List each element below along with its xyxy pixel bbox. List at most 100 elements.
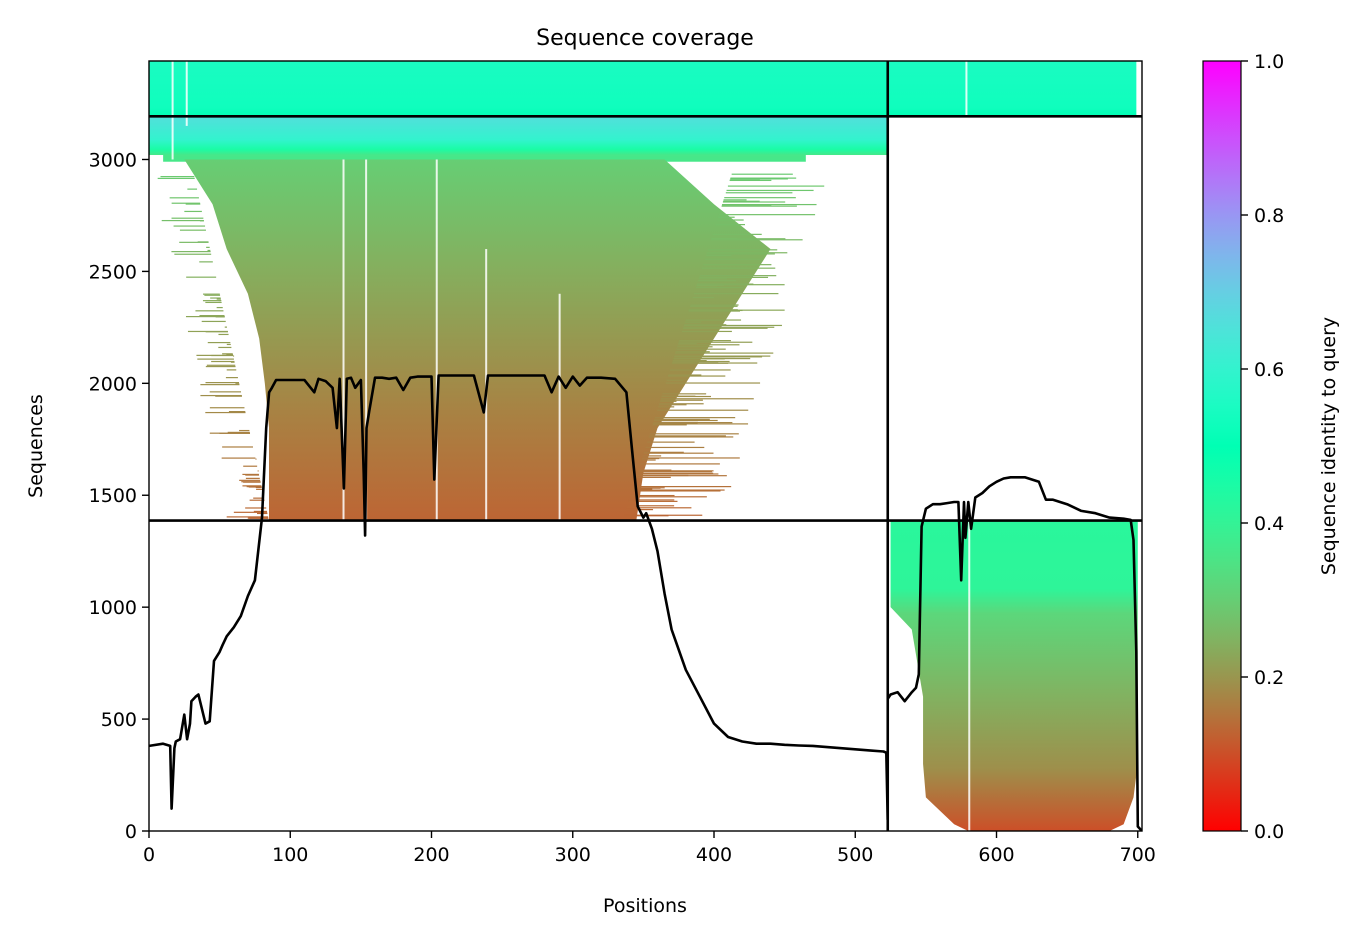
y-tick-label: 2500 — [89, 261, 137, 283]
row-streak — [653, 422, 698, 425]
block-orange-core — [269, 159, 637, 521]
row-streak — [677, 344, 740, 346]
row-streak — [235, 383, 240, 385]
row-streak — [637, 470, 713, 473]
row-streak — [672, 360, 707, 362]
row-streak — [683, 327, 768, 329]
row-streak — [727, 185, 825, 187]
chart-title: Sequence coverage — [536, 26, 754, 51]
row-streak — [227, 431, 250, 433]
colorbar-gradient — [1202, 60, 1242, 832]
row-streak — [226, 353, 233, 356]
row-streak — [658, 406, 675, 408]
block-transition-tail — [163, 155, 806, 162]
row-streak — [246, 486, 262, 488]
row-streak — [723, 200, 760, 202]
row-streak — [683, 327, 721, 329]
gap-column — [185, 61, 188, 126]
row-streak — [218, 333, 229, 336]
row-streak — [704, 258, 761, 260]
row-streak — [684, 324, 727, 326]
row-streak — [706, 253, 775, 255]
row-streak — [640, 463, 720, 465]
row-streak — [209, 391, 242, 393]
row-streak — [688, 309, 785, 311]
row-streak — [225, 377, 238, 379]
row-streak — [226, 516, 269, 518]
row-streak — [626, 507, 692, 509]
row-streak — [242, 473, 259, 476]
row-streak — [209, 407, 245, 409]
row-streak — [201, 320, 226, 323]
row-streak — [672, 360, 730, 363]
row-streak — [210, 297, 221, 299]
gap-column — [968, 520, 971, 831]
colorbar-tick-label: 0.8 — [1254, 205, 1284, 227]
row-streak — [702, 267, 776, 269]
colorbar-ticks: 0.0 0.2 0.4 0.6 0.8 1.0 — [1241, 51, 1284, 843]
row-streak — [721, 205, 797, 207]
row-streak — [205, 301, 222, 304]
row-streak — [673, 357, 751, 360]
heatmap-gap-marks — [157, 61, 971, 831]
row-streak — [666, 379, 684, 381]
row-streak — [706, 254, 732, 257]
row-streak — [648, 436, 717, 438]
row-streak — [652, 423, 749, 425]
row-streak — [222, 446, 253, 448]
row-streak — [672, 361, 693, 364]
row-streak — [731, 173, 793, 175]
row-streak — [662, 393, 707, 395]
row-streak — [233, 511, 268, 513]
row-streak — [161, 219, 204, 222]
row-streak — [222, 353, 233, 355]
row-streak — [169, 197, 199, 199]
row-streak — [635, 476, 671, 478]
row-streak — [696, 284, 724, 286]
row-streak — [718, 216, 735, 218]
row-streak — [205, 382, 240, 384]
row-streak — [200, 384, 240, 386]
y-axis-label: Sequences — [25, 394, 47, 498]
row-streak — [688, 310, 740, 312]
colorbar-tick-label: 0.2 — [1254, 667, 1284, 689]
gap-column — [171, 61, 174, 160]
row-streak — [216, 298, 221, 300]
y-tick-label: 1500 — [89, 485, 137, 507]
row-streak — [224, 326, 227, 328]
row-streak — [698, 278, 728, 280]
row-streak — [245, 507, 267, 509]
row-streak — [659, 403, 704, 405]
row-streak — [667, 375, 726, 377]
row-streak — [685, 319, 742, 321]
row-streak — [695, 286, 744, 289]
row-streak — [239, 429, 250, 432]
row-streak — [722, 203, 817, 206]
row-streak — [683, 324, 782, 327]
row-streak — [199, 261, 213, 263]
colorbar-tick-label: 0.4 — [1254, 513, 1284, 535]
row-streak — [202, 300, 222, 302]
row-streak — [718, 214, 816, 216]
row-streak — [689, 305, 738, 307]
row-streak — [649, 433, 739, 435]
y-axis: 0 500 1000 1500 2000 2500 3000 — [89, 149, 149, 843]
row-streak — [696, 283, 754, 285]
colorbar-tick-label: 0.0 — [1254, 821, 1284, 843]
row-streak — [724, 197, 796, 199]
row-streak — [679, 340, 731, 342]
y-tick-label: 0 — [125, 821, 137, 843]
row-streak — [179, 241, 209, 243]
row-streak — [693, 292, 779, 295]
row-streak — [228, 411, 246, 413]
gap-column — [965, 61, 968, 117]
row-streak — [160, 175, 195, 178]
row-streak — [711, 238, 786, 240]
row-streak — [703, 264, 772, 266]
x-tick-label: 300 — [555, 844, 591, 866]
x-tick-label: 500 — [837, 844, 873, 866]
colorbar-tick-label: 1.0 — [1254, 51, 1284, 73]
gap-column — [342, 159, 345, 521]
colorbar-tick-label: 0.6 — [1254, 359, 1284, 381]
row-streak — [187, 330, 228, 333]
